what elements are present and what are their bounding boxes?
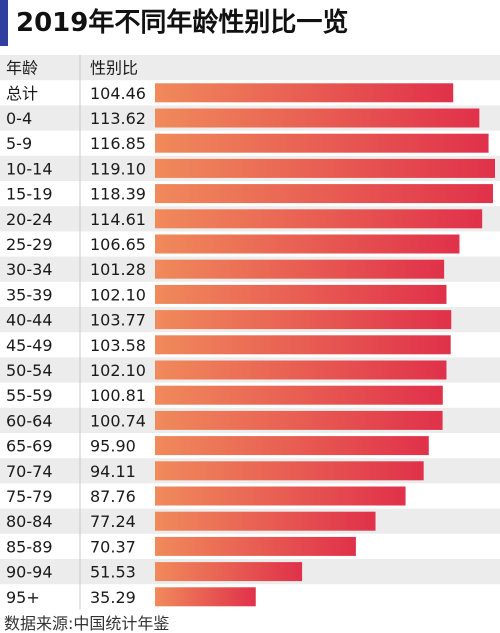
value-label: 103.58 bbox=[90, 336, 146, 355]
value-label: 102.10 bbox=[90, 361, 146, 380]
category-label: 总计 bbox=[6, 84, 38, 103]
value-label: 94.11 bbox=[90, 462, 136, 481]
value-label: 51.53 bbox=[90, 563, 136, 582]
bar bbox=[155, 284, 447, 304]
bar bbox=[155, 158, 495, 178]
title-accent-bar bbox=[0, 0, 8, 46]
category-label: 5-9 bbox=[6, 134, 32, 153]
category-label: 10-14 bbox=[6, 159, 53, 178]
category-label: 35-39 bbox=[6, 285, 53, 304]
category-label: 15-19 bbox=[6, 185, 53, 204]
bar bbox=[155, 234, 460, 254]
bar bbox=[155, 360, 447, 380]
header-value-label: 性别比 bbox=[90, 59, 138, 78]
value-label: 70.37 bbox=[90, 537, 136, 556]
value-label: 119.10 bbox=[90, 159, 146, 178]
data-source-note: 数据来源:中国统计年鉴 bbox=[4, 614, 170, 633]
bar bbox=[155, 486, 406, 506]
category-label: 40-44 bbox=[6, 311, 53, 330]
value-label: 113.62 bbox=[90, 109, 146, 128]
bar bbox=[155, 385, 443, 405]
bar bbox=[155, 310, 452, 330]
value-label: 103.77 bbox=[90, 311, 146, 330]
value-label: 106.65 bbox=[90, 235, 146, 254]
bar bbox=[155, 511, 376, 531]
bar bbox=[155, 108, 480, 128]
bar bbox=[155, 587, 256, 607]
value-label: 118.39 bbox=[90, 185, 146, 204]
header-category-label: 年龄 bbox=[6, 59, 38, 78]
category-label: 75-79 bbox=[6, 487, 53, 506]
category-label: 45-49 bbox=[6, 336, 53, 355]
value-label: 104.46 bbox=[90, 84, 146, 103]
bar bbox=[155, 133, 489, 153]
category-label: 65-69 bbox=[6, 437, 53, 456]
value-label: 77.24 bbox=[90, 512, 136, 531]
value-label: 87.76 bbox=[90, 487, 136, 506]
category-label: 90-94 bbox=[6, 563, 53, 582]
bar bbox=[155, 562, 303, 582]
bar bbox=[155, 335, 451, 355]
category-label: 30-34 bbox=[6, 260, 53, 279]
value-label: 102.10 bbox=[90, 285, 146, 304]
category-label: 60-64 bbox=[6, 411, 53, 430]
category-label: 95+ bbox=[6, 588, 40, 607]
category-label: 70-74 bbox=[6, 462, 53, 481]
category-label: 50-54 bbox=[6, 361, 53, 380]
bar bbox=[155, 436, 429, 456]
bar bbox=[155, 536, 356, 556]
bar bbox=[155, 410, 443, 430]
value-label: 100.81 bbox=[90, 386, 146, 405]
bar bbox=[155, 184, 493, 204]
value-label: 100.74 bbox=[90, 411, 146, 430]
bar bbox=[155, 461, 424, 481]
value-label: 101.28 bbox=[90, 260, 146, 279]
category-label: 55-59 bbox=[6, 386, 53, 405]
bar bbox=[155, 209, 483, 229]
value-label: 114.61 bbox=[90, 210, 146, 229]
value-label: 116.85 bbox=[90, 134, 146, 153]
category-label: 85-89 bbox=[6, 537, 53, 556]
bar bbox=[155, 83, 454, 103]
category-label: 25-29 bbox=[6, 235, 53, 254]
category-label: 0-4 bbox=[6, 109, 32, 128]
value-label: 95.90 bbox=[90, 437, 136, 456]
chart-title: 2019年不同年龄性别比一览 bbox=[16, 8, 349, 38]
category-label: 20-24 bbox=[6, 210, 53, 229]
category-label: 80-84 bbox=[6, 512, 53, 531]
bar bbox=[155, 259, 445, 279]
value-label: 35.29 bbox=[90, 588, 136, 607]
header-row-background bbox=[0, 55, 500, 81]
